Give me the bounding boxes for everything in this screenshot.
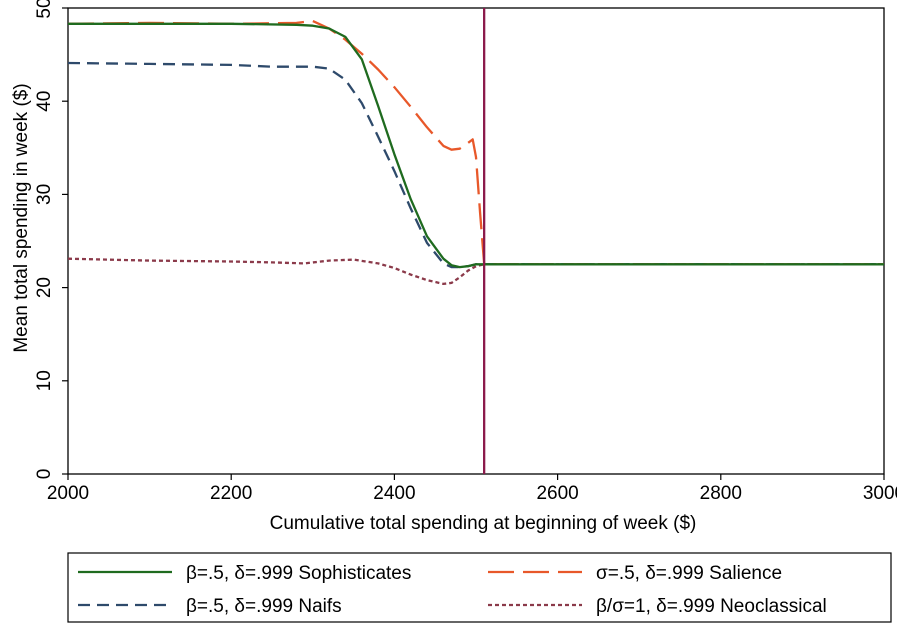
legend-label-0: β=.5, δ=.999 Sophisticates [186,563,411,584]
x-tick-label: 2400 [373,483,415,504]
series-line-3 [67,257,884,286]
legend-box [67,552,892,623]
y-tick-label: 50 [34,0,55,19]
y-tick-label: 40 [34,91,55,112]
x-tick-label: 2800 [700,483,742,504]
y-axis-title: Mean total spending in week ($) [11,83,32,352]
series-layer [67,19,884,286]
legend: β=.5, δ=.999 Sophisticates σ=.5, δ=.999 S… [67,552,892,623]
plot-area-border [67,7,885,475]
plot-frame [67,7,885,475]
y-tick-label: 0 [34,469,55,480]
legend-label-2: β=.5, δ=.999 Naifs [186,596,342,617]
series-line-0 [68,22,884,269]
y-tick-label: 20 [34,277,55,298]
x-axis-title: Cumulative total spending at beginning o… [270,513,697,534]
y-tick-label: 30 [34,184,55,205]
x-tick-label: 2200 [210,483,252,504]
y-axis: 0 10 20 30 40 50 [34,0,68,479]
x-tick-label: 2600 [536,483,578,504]
x-tick-label: 2000 [47,483,89,504]
y-tick-label: 10 [34,370,55,391]
series-line-1 [67,19,884,266]
legend-label-3: β/σ=1, δ=.999 Neoclassical [596,596,827,617]
legend-label-1: σ=.5, δ=.999 Salience [596,563,782,584]
